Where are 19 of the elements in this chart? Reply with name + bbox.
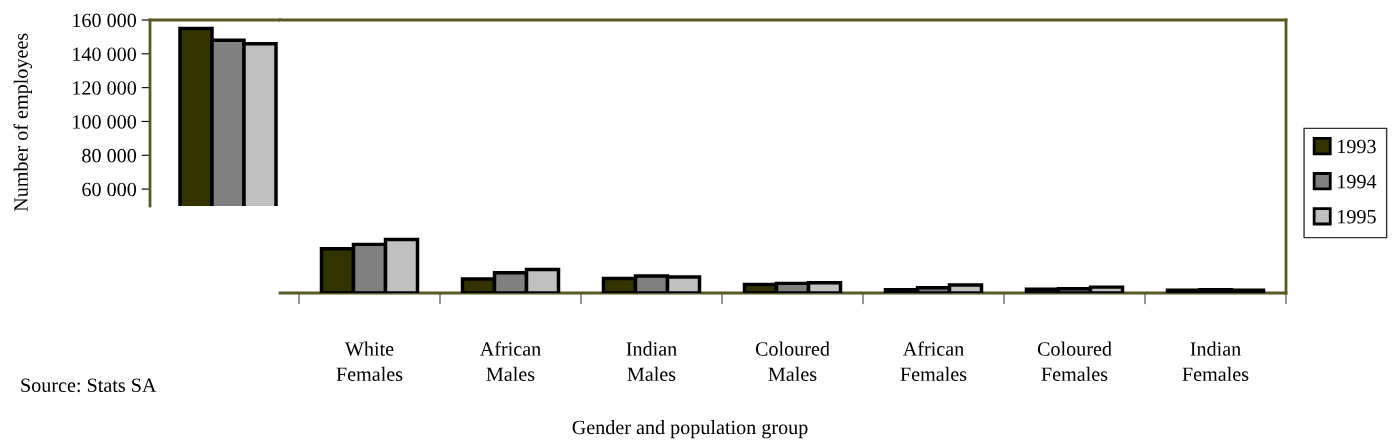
x-tick-label: Coloured Males xyxy=(755,341,830,382)
legend-label: 1993 xyxy=(1338,139,1376,154)
y-axis-title: Number of employees xyxy=(13,33,32,212)
y-tick-label: 140 000 xyxy=(73,47,137,61)
x-tick-label: White Females xyxy=(336,341,403,382)
y-tick-label: 80 000 xyxy=(82,148,137,163)
x-axis-title: Gender and population group xyxy=(572,420,808,439)
y-tick-label: 160 000 xyxy=(73,13,137,28)
y-tick-label: 100 000 xyxy=(73,115,137,129)
legend-label: 1995 xyxy=(1338,209,1376,224)
x-tick-label: Coloured Females xyxy=(1037,341,1112,382)
legend-label: 1994 xyxy=(1338,174,1377,189)
y-tick-label: 120 000 xyxy=(73,81,137,95)
x-tick-label: African Females xyxy=(900,341,967,382)
source-note: Source: Stats SA xyxy=(21,378,157,393)
y-tick-label: 60 000 xyxy=(82,182,137,197)
x-tick-label: Indian Females xyxy=(1182,341,1249,382)
x-tick-label: Indian Males xyxy=(626,341,677,382)
x-tick-label: African Males xyxy=(479,341,541,382)
